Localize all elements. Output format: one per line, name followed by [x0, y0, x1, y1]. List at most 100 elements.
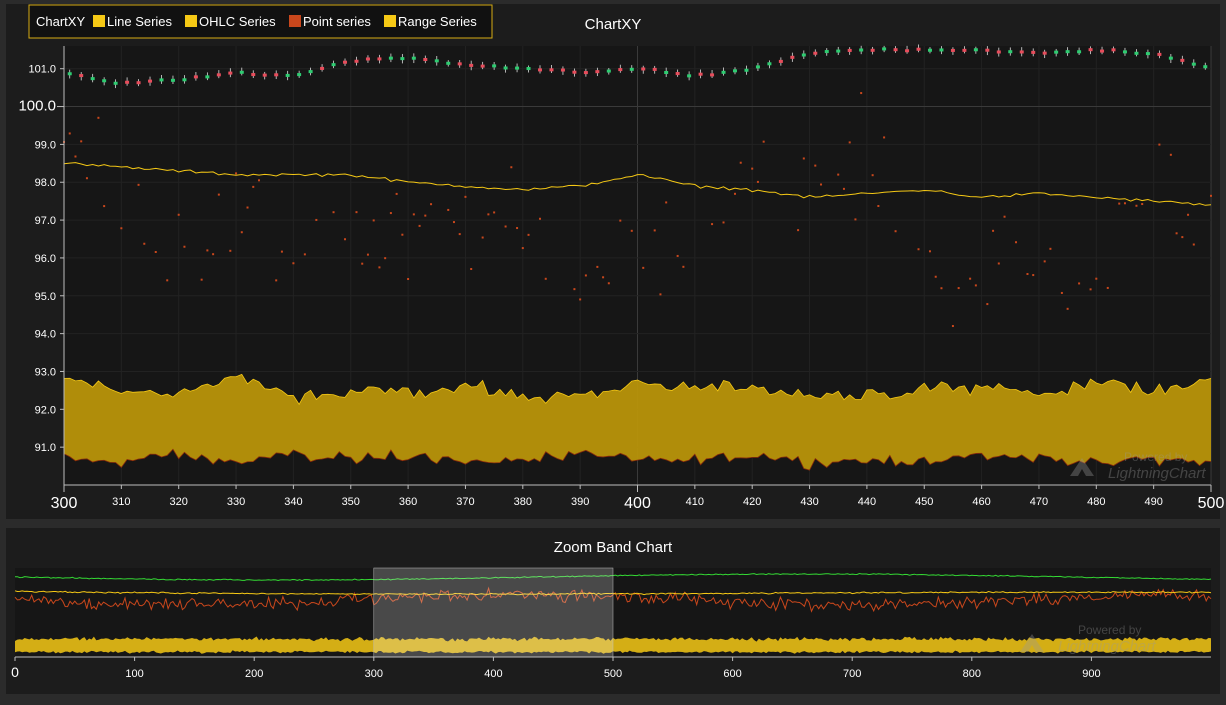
ohlc-candle [652, 67, 657, 71]
point-marker [860, 92, 863, 95]
ohlc-candle [216, 73, 221, 77]
ohlc-candle [526, 67, 531, 71]
point-marker [1095, 277, 1098, 280]
ohlc-candle [388, 56, 393, 60]
point-marker [384, 257, 387, 260]
point-marker [235, 172, 238, 175]
point-marker [848, 141, 851, 144]
point-marker [756, 180, 759, 183]
point-marker [940, 287, 943, 290]
main-x-tick-label: 430 [800, 496, 818, 508]
point-marker [143, 242, 146, 245]
point-marker [1066, 307, 1069, 310]
ohlc-candle [606, 69, 611, 73]
ohlc-candle [698, 72, 703, 76]
point-marker [80, 140, 83, 143]
ohlc-candle [1180, 58, 1185, 62]
point-marker [481, 236, 484, 239]
point-marker [366, 253, 369, 256]
point-marker [74, 155, 77, 158]
point-marker [1049, 247, 1052, 250]
legend-item-ohlc-series[interactable]: OHLC Series [185, 14, 276, 29]
point-marker [917, 248, 920, 251]
main-y-tick-label: 97.0 [35, 215, 56, 227]
point-marker [240, 231, 243, 234]
point-marker [837, 173, 840, 176]
point-marker [516, 227, 519, 230]
ohlc-candle [721, 70, 726, 74]
point-series[interactable] [63, 92, 1212, 328]
point-marker [137, 183, 140, 186]
main-x-tick-label: 500 [1198, 495, 1225, 512]
zoom-watermark: Powered by LightningChart [1020, 623, 1156, 655]
zoom-x-tick-label: 100 [125, 668, 143, 680]
point-marker [257, 179, 260, 182]
point-marker [579, 298, 582, 301]
ohlc-candle [457, 62, 462, 66]
point-marker [493, 211, 496, 214]
point-marker [206, 249, 209, 252]
main-x-tick-label: 470 [1030, 496, 1048, 508]
point-marker [1158, 143, 1161, 146]
ohlc-candle [148, 79, 153, 83]
ohlc-series[interactable] [67, 44, 1208, 89]
point-marker [877, 205, 880, 208]
legend-item-range-series[interactable]: Range Series [384, 14, 477, 29]
point-marker [217, 193, 220, 196]
ohlc-candle [377, 57, 382, 61]
lightningchart-logo-icon [1070, 458, 1094, 476]
ohlc-candle [687, 74, 692, 78]
ohlc-candle [1145, 52, 1150, 56]
point-marker [229, 249, 232, 252]
zoom-band-selection[interactable] [373, 567, 614, 658]
ohlc-candle [847, 48, 852, 52]
point-marker [97, 116, 100, 119]
range-high-edge [63, 373, 1212, 406]
ohlc-candle [480, 64, 485, 68]
ohlc-candle [423, 58, 428, 62]
ohlc-candle [996, 50, 1001, 54]
main-x-tick-label: 490 [1144, 496, 1162, 508]
ohlc-candle [320, 66, 325, 70]
point-marker [665, 201, 668, 204]
legend-item-line-series[interactable]: Line Series [93, 14, 173, 29]
range-series[interactable] [63, 373, 1212, 471]
legend-title: ChartXY [36, 14, 85, 29]
point-marker [303, 253, 306, 256]
ohlc-candle [583, 71, 588, 75]
point-marker [464, 195, 467, 198]
main-y-tick-label: 94.0 [35, 329, 56, 341]
ohlc-candle [641, 67, 646, 71]
main-y-tick-label: 100.0 [18, 98, 56, 115]
point-marker [154, 251, 157, 254]
point-marker [183, 245, 186, 248]
point-marker [682, 265, 685, 268]
ohlc-candle [1019, 50, 1024, 54]
point-marker [928, 250, 931, 253]
zoom-x-tick-label: 0 [11, 664, 19, 680]
main-x-tick-label: 420 [743, 496, 761, 508]
line-series[interactable] [63, 162, 1212, 206]
legend-box: ChartXY Line Series OHLC Series Point se… [28, 4, 493, 39]
main-x-ticks: 300 310 320 330 340 350 360 370 380 390 400 410 420 4… [51, 485, 1225, 512]
ohlc-candle [1168, 56, 1173, 60]
legend-label-range: Range Series [398, 14, 477, 29]
point-marker [992, 229, 995, 232]
ohlc-candle [744, 68, 749, 72]
zoom-chart-panel: 0 100 200 300 400 500 600 700 800 900 Zoom Band C… [6, 528, 1220, 694]
main-x-tick-label: 310 [112, 496, 130, 508]
ohlc-candle [1203, 65, 1208, 69]
ohlc-candle [1157, 52, 1162, 56]
point-marker [68, 132, 71, 135]
ohlc-candle [572, 70, 577, 74]
ohlc-candle [859, 48, 864, 52]
main-x-tick-label: 410 [686, 496, 704, 508]
point-marker [619, 219, 622, 222]
ohlc-candle [675, 72, 680, 76]
point-marker [733, 192, 736, 195]
point-marker [659, 293, 662, 296]
main-x-tick-label: 350 [342, 496, 360, 508]
point-marker [820, 183, 823, 186]
legend-item-point-series[interactable]: Point series [289, 14, 371, 29]
